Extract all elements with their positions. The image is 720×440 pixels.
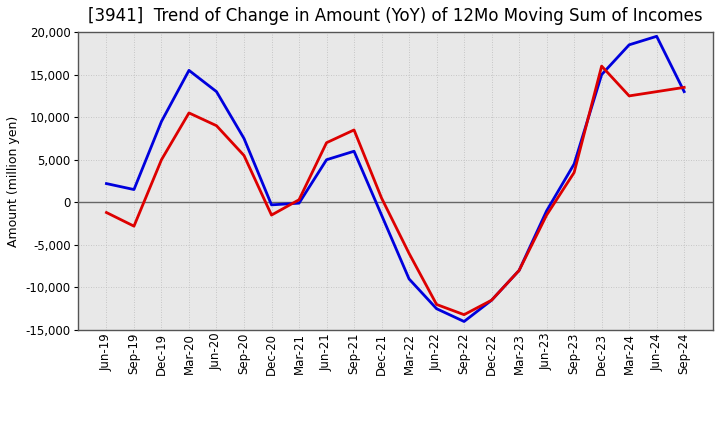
Net Income (294, 197, 303, 202)
Net Income (102, 210, 111, 215)
Ordinary Income (680, 89, 688, 94)
Y-axis label: Amount (million yen): Amount (million yen) (7, 115, 20, 247)
Ordinary Income (157, 119, 166, 124)
Ordinary Income (432, 306, 441, 312)
Net Income (212, 123, 221, 128)
Ordinary Income (625, 42, 634, 48)
Net Income (405, 251, 413, 256)
Ordinary Income (102, 181, 111, 186)
Net Income (460, 312, 469, 317)
Net Income (350, 127, 359, 132)
Ordinary Income (240, 136, 248, 141)
Ordinary Income (130, 187, 138, 192)
Line: Ordinary Income: Ordinary Income (107, 37, 684, 322)
Ordinary Income (405, 276, 413, 282)
Net Income (625, 93, 634, 99)
Ordinary Income (323, 157, 331, 162)
Ordinary Income (460, 319, 469, 324)
Line: Net Income: Net Income (107, 66, 684, 315)
Ordinary Income (652, 34, 661, 39)
Ordinary Income (515, 268, 523, 273)
Net Income (598, 63, 606, 69)
Ordinary Income (542, 208, 551, 213)
Net Income (570, 170, 578, 175)
Ordinary Income (598, 72, 606, 77)
Net Income (323, 140, 331, 145)
Net Income (267, 213, 276, 218)
Ordinary Income (294, 201, 303, 206)
Net Income (487, 297, 496, 303)
Net Income (515, 268, 523, 273)
Title: [3941]  Trend of Change in Amount (YoY) of 12Mo Moving Sum of Incomes: [3941] Trend of Change in Amount (YoY) o… (88, 7, 703, 25)
Net Income (542, 213, 551, 218)
Ordinary Income (350, 149, 359, 154)
Net Income (377, 195, 386, 201)
Net Income (240, 153, 248, 158)
Net Income (652, 89, 661, 94)
Net Income (680, 85, 688, 90)
Ordinary Income (487, 297, 496, 303)
Net Income (432, 302, 441, 307)
Ordinary Income (184, 68, 193, 73)
Net Income (157, 157, 166, 162)
Ordinary Income (570, 161, 578, 167)
Net Income (184, 110, 193, 116)
Ordinary Income (212, 89, 221, 94)
Ordinary Income (377, 213, 386, 218)
Ordinary Income (267, 202, 276, 208)
Net Income (130, 224, 138, 229)
